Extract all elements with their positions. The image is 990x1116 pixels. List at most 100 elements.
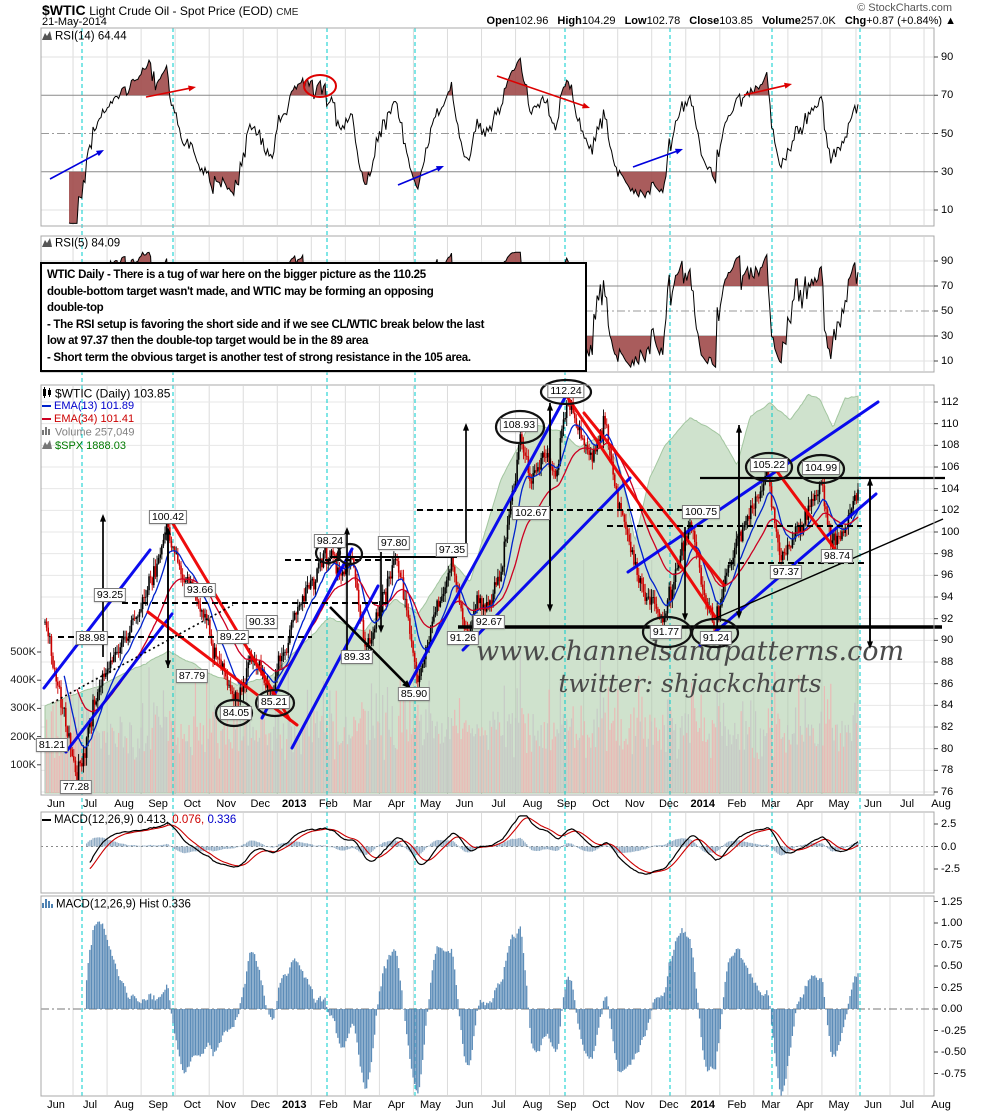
y-axis-tick: 94 [941, 590, 954, 603]
x-axis-month: Jun [864, 798, 882, 810]
y-axis-tick: 70 [941, 280, 954, 292]
volume-axis-tick: 400K [10, 674, 36, 687]
close-value: 103.85 [719, 15, 753, 27]
x-axis-month: Feb [727, 1099, 747, 1111]
x-axis-month: Jul [83, 798, 98, 810]
y-axis-tick: 0.50 [941, 960, 963, 972]
price-annotation: 89.22 [216, 630, 250, 644]
rsi5-legend-text: RSI(5) 84.09 [55, 237, 121, 250]
open-value: 102.96 [514, 15, 549, 27]
x-axis-month: Apr [387, 1099, 405, 1111]
x-axis-month: Nov [216, 1099, 236, 1111]
y-axis-tick: 30 [941, 165, 954, 178]
price-annotation: 98.74 [820, 549, 854, 563]
price-annotation: 98.24 [313, 534, 347, 548]
x-axis-month: Aug [522, 798, 543, 810]
y-axis-tick: -0.50 [941, 1046, 967, 1058]
y-axis-tick: 88 [941, 655, 954, 668]
y-axis-tick: 110 [941, 417, 959, 430]
x-axis-month: Jun [455, 1099, 474, 1111]
volume-bars-icon [42, 426, 52, 439]
x-axis-month: Jul [83, 1099, 98, 1111]
line-icon [42, 404, 51, 407]
x-axis-month: Jul [491, 798, 506, 810]
line-icon [42, 417, 51, 420]
price-annotation: 104.99 [801, 461, 841, 475]
x-axis-month: Apr [796, 1099, 814, 1111]
x-axis-month: Sep [148, 1099, 168, 1111]
y-axis-tick: 10 [941, 355, 954, 367]
volume-bars [44, 651, 859, 793]
y-axis-tick: 90 [941, 51, 954, 63]
ohlc-quote: Open102.96 High104.29 Low102.78 Close103… [481, 15, 956, 27]
macdhist-legend: MACD(12,26,9) Hist 0.336 [42, 898, 191, 911]
y-axis-tick: 78 [941, 764, 954, 777]
y-axis-tick: 50 [941, 305, 954, 317]
volume-axis-tick: 500K [10, 646, 36, 658]
rsi14-line [68, 57, 859, 224]
x-axis-month: Feb [727, 798, 747, 810]
legend-wtic: $WTIC (Daily) 103.85 [42, 387, 170, 400]
y-axis-tick: 92 [941, 612, 954, 625]
price-annotation: 100.42 [148, 510, 188, 524]
x-axis-month: Sep [556, 798, 577, 810]
x-axis-month: Aug [114, 798, 134, 810]
price-annotation: 91.26 [446, 631, 480, 645]
y-axis-tick: 108 [941, 439, 960, 452]
legend-volume: Volume 257,049 [42, 426, 170, 439]
x-axis-month: Jun [864, 1099, 882, 1111]
x-axis-month: Sep [148, 798, 168, 810]
analysis-note: WTIC Daily - There is a tug of war here … [40, 262, 587, 372]
x-axis-month: Nov [624, 798, 645, 810]
macdhist-legend-text: MACD(12,26,9) Hist 0.336 [56, 898, 191, 911]
price-annotation: 85.21 [257, 695, 291, 709]
y-axis-tick: 96 [941, 569, 954, 582]
line-icon [42, 818, 51, 821]
legend-ema34: EMA(34) 101.41 [42, 413, 170, 426]
price-annotation: 81.21 [35, 738, 69, 752]
x-axis-month: May [828, 798, 850, 810]
y-axis-tick: 1.25 [941, 895, 963, 908]
y-axis-tick: 100 [941, 525, 960, 538]
x-axis-month: Aug [114, 1099, 134, 1111]
y-axis-tick: 90 [941, 255, 954, 267]
low-label: Low [624, 15, 647, 27]
x-axis-month: Feb [318, 1099, 338, 1111]
note-line: - The RSI setup is favoring the short si… [47, 318, 485, 331]
ticker-symbol: $WTIC [42, 2, 86, 18]
histogram-icon [42, 898, 53, 911]
price-annotation: 87.79 [175, 669, 209, 683]
macd-legend: MACD(12,26,9) 0.413, 0.076, 0.336 [42, 814, 236, 826]
x-axis-month: Dec [658, 798, 679, 810]
price-annotation: 97.37 [769, 565, 803, 579]
y-axis-tick: 10 [941, 204, 954, 216]
x-axis-month: Dec [658, 1099, 679, 1111]
rsi14-legend-text: RSI(14) 64.44 [55, 30, 127, 43]
change-label: Chg [844, 15, 867, 27]
x-axis-month: Mar [352, 798, 372, 810]
area-chart-icon [42, 439, 52, 453]
y-axis-tick: 90 [941, 634, 954, 647]
y-axis-tick: 80 [941, 742, 954, 755]
x-axis-month: Sep [556, 1099, 577, 1111]
volume-axis-tick: 300K [10, 702, 36, 715]
x-axis-month: Oct [183, 798, 201, 810]
x-axis-month: Feb [318, 798, 338, 810]
y-axis-tick: 104 [941, 482, 960, 495]
rsi5-legend: RSI(5) 84.09 [42, 237, 120, 250]
price-annotation: 91.24 [699, 631, 733, 645]
y-axis-tick: -2.5 [941, 863, 960, 875]
y-axis-tick: 102 [941, 504, 960, 517]
note-line: WTIC Daily - There is a tug of war here … [47, 269, 426, 281]
x-axis-month: May [420, 798, 441, 810]
x-axis-month: Jul [491, 1099, 506, 1111]
x-axis-month: 2014 [690, 798, 715, 810]
x-axis-month: Apr [387, 798, 405, 810]
low-value: 102.78 [646, 15, 681, 27]
legend-ema34-text: EMA(34) 101.41 [54, 413, 135, 425]
candlestick-icon [42, 387, 52, 402]
x-axis-month: Nov [216, 798, 236, 810]
price-annotation: 85.90 [397, 687, 431, 701]
